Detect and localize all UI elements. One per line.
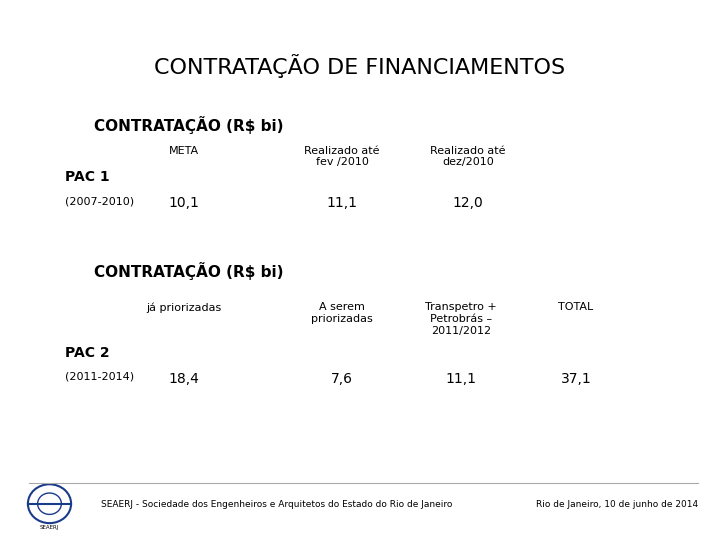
Text: 7,6: 7,6 [331, 372, 353, 386]
Text: PAC 2: PAC 2 [65, 346, 109, 360]
Text: Transpetro +
Petrobrás –
2011/2012: Transpetro + Petrobrás – 2011/2012 [425, 302, 497, 335]
Text: Realizado até
dez/2010: Realizado até dez/2010 [431, 146, 505, 167]
Text: SEAERJ: SEAERJ [40, 524, 59, 530]
Text: CONTRATAÇÃO (R$ bi): CONTRATAÇÃO (R$ bi) [94, 262, 283, 280]
Text: Realizado até
fev /2010: Realizado até fev /2010 [305, 146, 379, 167]
Text: 12,0: 12,0 [453, 196, 483, 210]
Text: CONTRATAÇÃO DE FINANCIAMENTOS: CONTRATAÇÃO DE FINANCIAMENTOS [154, 54, 566, 78]
Text: A serem
priorizadas: A serem priorizadas [311, 302, 373, 324]
Text: PAC 1: PAC 1 [65, 170, 109, 184]
Text: CONTRATAÇÃO (R$ bi): CONTRATAÇÃO (R$ bi) [94, 116, 283, 134]
Text: 37,1: 37,1 [561, 372, 591, 386]
Text: 11,1: 11,1 [326, 196, 358, 210]
Text: já priorizadas: já priorizadas [146, 302, 221, 313]
Text: SEAERJ - Sociedade dos Engenheiros e Arquitetos do Estado do Rio de Janeiro: SEAERJ - Sociedade dos Engenheiros e Arq… [101, 501, 452, 509]
Text: (2011-2014): (2011-2014) [65, 372, 134, 382]
Text: 10,1: 10,1 [168, 196, 199, 210]
Text: 11,1: 11,1 [445, 372, 477, 386]
Text: Rio de Janeiro, 10 de junho de 2014: Rio de Janeiro, 10 de junho de 2014 [536, 501, 698, 509]
Text: TOTAL: TOTAL [559, 302, 593, 313]
Text: (2007-2010): (2007-2010) [65, 196, 134, 206]
Text: META: META [168, 146, 199, 156]
Text: 18,4: 18,4 [168, 372, 199, 386]
